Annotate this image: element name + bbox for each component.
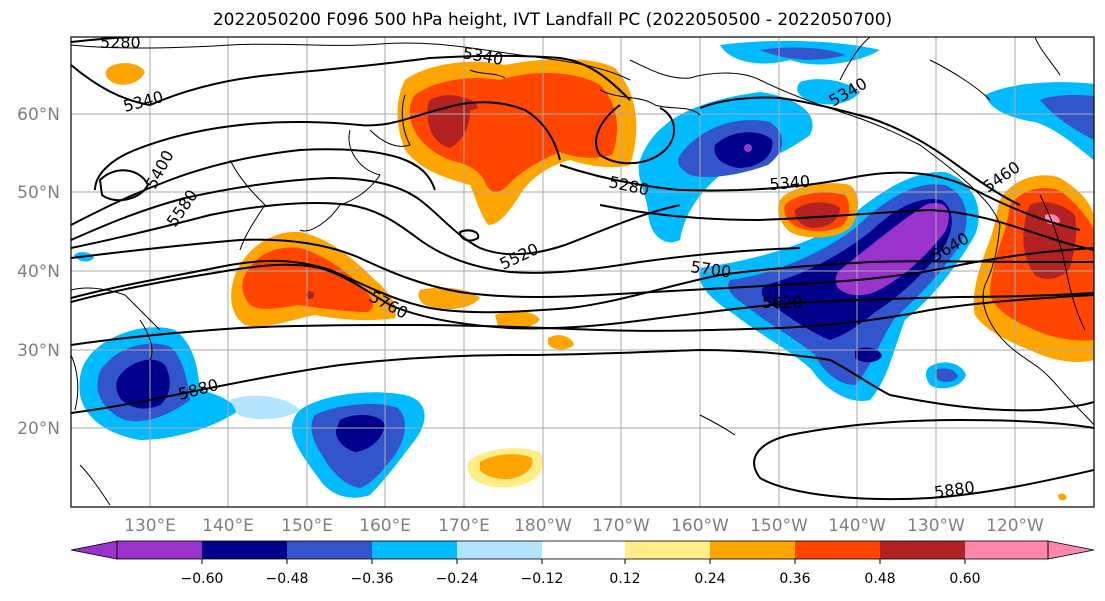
colorbar-tick-label: −0.24: [436, 571, 479, 587]
lat-label: 50°N: [17, 183, 60, 203]
colorbar-tick-label: 0.60: [949, 571, 980, 587]
contour-5700: [71, 259, 1094, 314]
map-title: 2022050200 F096 500 hPa height, IVT Land…: [212, 10, 893, 30]
colorbar-tick-label: −0.60: [181, 571, 224, 587]
contour-label: 5820: [762, 293, 803, 312]
negative-anomaly-yukon: [797, 79, 860, 105]
positive-anomaly-goa-core: [794, 202, 840, 228]
negative-anomaly-npac-peak: [835, 203, 949, 296]
lon-label: 160°E: [359, 516, 411, 536]
positive-anomaly-siberia: [105, 63, 145, 85]
lat-label: 20°N: [17, 419, 60, 439]
colorbar-bin: [372, 541, 457, 559]
colorbar-bin: [457, 541, 542, 559]
lon-label: 170°W: [592, 516, 650, 536]
contour-label: 5340: [769, 172, 811, 194]
negative-anomaly-arctic-core: [760, 47, 845, 60]
colorbar-bin: [625, 541, 710, 559]
colorbar-frame: [116, 540, 1049, 560]
contour-5520: [71, 176, 681, 256]
lon-label: 120°W: [986, 516, 1044, 536]
positive-anomaly-subtropical-core: [480, 454, 533, 480]
negative-anomaly-central-wpac-core: [335, 414, 385, 452]
contour-5280-east: [595, 104, 675, 165]
lon-label: 160°W: [671, 516, 729, 536]
map-frame: [70, 36, 1095, 508]
colorbar-bin: [965, 541, 1048, 559]
colorbar-tick-label: 0.36: [779, 571, 810, 587]
positive-anomaly-japan-peak: [306, 291, 314, 299]
contour-label: 5280: [100, 33, 141, 52]
lon-label: 140°W: [828, 516, 886, 536]
negative-anomaly-philippine-sea-core: [116, 359, 170, 409]
lat-label: 40°N: [17, 262, 60, 282]
lon-label: 150°E: [281, 516, 333, 536]
colorbar-bin: [287, 541, 372, 559]
latitude-labels: 60°N 50°N 40°N 30°N 20°N: [17, 105, 60, 439]
contour-5400-east: [559, 164, 1081, 231]
lon-label: 150°W: [750, 516, 808, 536]
negative-anomaly-bering-peak: [744, 144, 752, 152]
ivt-shading: [74, 40, 1094, 501]
contour-5580: [71, 202, 801, 274]
lon-label: 170°E: [438, 516, 490, 536]
colorbar-bin: [710, 541, 795, 559]
colorbar-tick-label: 0.48: [864, 571, 895, 587]
lon-label: 130°E: [124, 516, 176, 536]
negative-anomaly-hawaii-ne-core: [935, 368, 958, 382]
contour-5820: [71, 294, 1094, 346]
contour-5340-east: [699, 96, 1021, 206]
colorbar-ticks: [201, 559, 966, 564]
contour-low-japan: [458, 229, 480, 242]
lat-label: 30°N: [17, 341, 60, 361]
lon-label: 180°W: [514, 516, 572, 536]
colorbar-extend-max: [1047, 540, 1095, 560]
negative-anomaly-npac-lobe: [855, 347, 882, 363]
positive-anomaly-midway-small: [548, 335, 574, 350]
negative-anomaly-bering-inner: [714, 132, 773, 168]
height-contours: [71, 37, 1094, 501]
contour-low-kamchatka: [98, 169, 150, 202]
contour-5880-hawaii: [753, 418, 1094, 501]
contour-5400: [94, 101, 561, 191]
contour-5460: [71, 148, 436, 226]
colorbar-bin: [202, 541, 287, 559]
colorbar: −0.60 −0.48 −0.36 −0.24 −0.12 0.12 0.24 …: [70, 540, 1095, 587]
graticule: [71, 37, 1094, 507]
positive-anomaly-west-coast-core: [1023, 202, 1077, 280]
positive-anomaly-japan-strong: [242, 247, 373, 312]
colorbar-bin: [795, 541, 880, 559]
positive-anomaly-okhotsk-core: [427, 95, 471, 148]
longitude-labels: 130°E 140°E 150°E 160°E 170°E 180°W 170°…: [124, 516, 1044, 536]
contour-5460-east: [599, 204, 1094, 251]
colorbar-extend-min: [70, 540, 118, 560]
colorbar-tick-label: 0.24: [694, 571, 725, 587]
contour-5640: [71, 238, 1094, 298]
positive-anomaly-mexico: [1058, 493, 1067, 501]
colorbar-tick-label: −0.48: [266, 571, 309, 587]
lat-label: 60°N: [17, 105, 60, 125]
contour-5880-south: [71, 348, 1094, 414]
colorbar-bin: [542, 541, 625, 559]
colorbar-tick-label: −0.12: [521, 571, 564, 587]
lon-label: 140°E: [202, 516, 254, 536]
colorbar-bin: [880, 541, 965, 559]
negative-anomaly-wpac-light: [230, 395, 300, 420]
lon-label: 130°W: [907, 516, 965, 536]
negative-anomaly-canada-core: [1040, 95, 1094, 140]
colorbar-bin: [117, 541, 202, 559]
positive-anomaly-midway: [495, 310, 540, 330]
colorbar-tick-label: 0.12: [609, 571, 640, 587]
colorbar-tick-label: −0.36: [351, 571, 394, 587]
contour-5340-north: [71, 54, 631, 107]
coastlines: [71, 37, 1094, 506]
